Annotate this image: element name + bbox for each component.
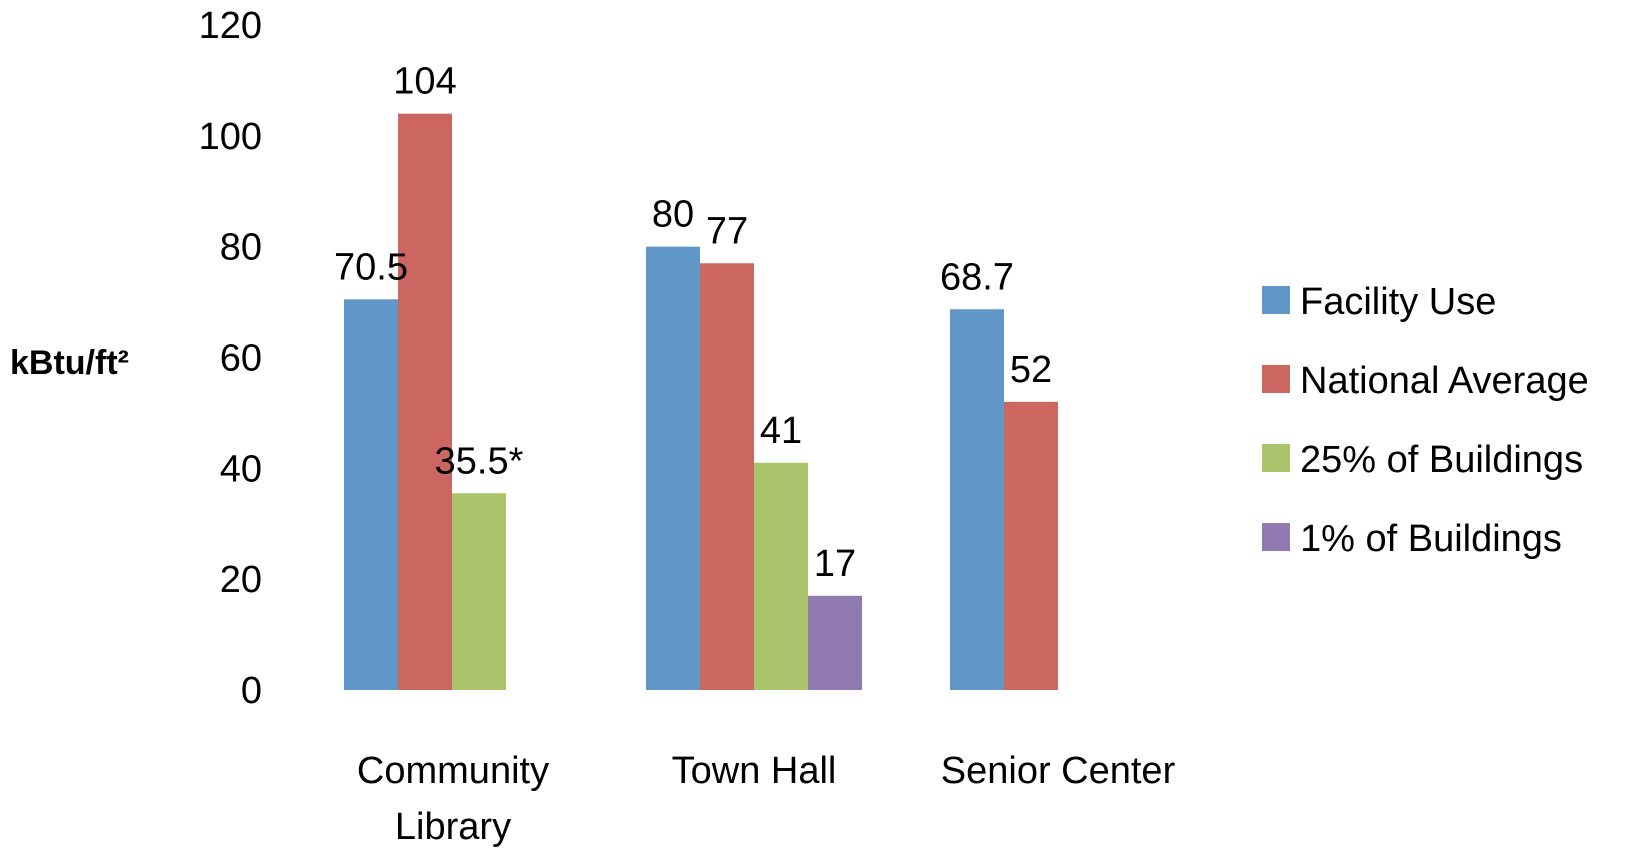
data-labels: 70.5 104 35.5* 80 77 41 17 68.7 52 bbox=[334, 61, 1052, 585]
bar bbox=[646, 246, 700, 690]
data-label: 68.7 bbox=[940, 256, 1014, 298]
legend-label: Facility Use bbox=[1300, 281, 1496, 323]
bar bbox=[754, 462, 808, 690]
legend-label: 25% of Buildings bbox=[1300, 439, 1583, 481]
y-tick-label: 0 bbox=[241, 670, 262, 712]
bar bbox=[808, 595, 862, 690]
bar bbox=[452, 493, 506, 690]
bar bbox=[950, 309, 1004, 690]
category-label: Community bbox=[357, 750, 549, 792]
legend: Facility Use National Average 25% of Build… bbox=[1262, 281, 1589, 560]
legend-swatch bbox=[1262, 523, 1290, 551]
category-label: Library bbox=[395, 806, 511, 848]
data-label: 104 bbox=[393, 61, 456, 103]
data-label: 41 bbox=[760, 410, 802, 452]
y-tick-label: 40 bbox=[220, 448, 262, 490]
y-tick-label: 120 bbox=[199, 5, 262, 47]
legend-label: National Average bbox=[1300, 360, 1589, 402]
y-tick-label: 60 bbox=[220, 338, 262, 380]
y-axis-label: kBtu/ft² bbox=[10, 344, 129, 382]
legend-swatch bbox=[1262, 365, 1290, 393]
legend-swatch bbox=[1262, 286, 1290, 314]
y-tick-label: 100 bbox=[199, 116, 262, 158]
data-label: 80 bbox=[652, 194, 694, 236]
data-label: 17 bbox=[814, 543, 856, 585]
category-label: Town Hall bbox=[672, 750, 837, 792]
data-label: 35.5* bbox=[435, 440, 524, 482]
data-label: 70.5 bbox=[334, 246, 408, 288]
data-label: 77 bbox=[706, 210, 748, 252]
bar bbox=[344, 299, 398, 690]
x-axis-categories: Community Library Town Hall Senior Center bbox=[357, 750, 1176, 848]
legend-label: 1% of Buildings bbox=[1300, 518, 1562, 560]
legend-swatch bbox=[1262, 444, 1290, 472]
y-tick-label: 20 bbox=[220, 559, 262, 601]
bar bbox=[398, 113, 452, 690]
y-tick-label: 80 bbox=[220, 227, 262, 269]
bars bbox=[344, 113, 1058, 690]
bar bbox=[1004, 401, 1058, 690]
data-label: 52 bbox=[1010, 349, 1052, 391]
category-label: Senior Center bbox=[941, 750, 1176, 792]
y-axis: 0 20 40 60 80 100 120 bbox=[199, 5, 262, 712]
bar bbox=[700, 263, 754, 690]
